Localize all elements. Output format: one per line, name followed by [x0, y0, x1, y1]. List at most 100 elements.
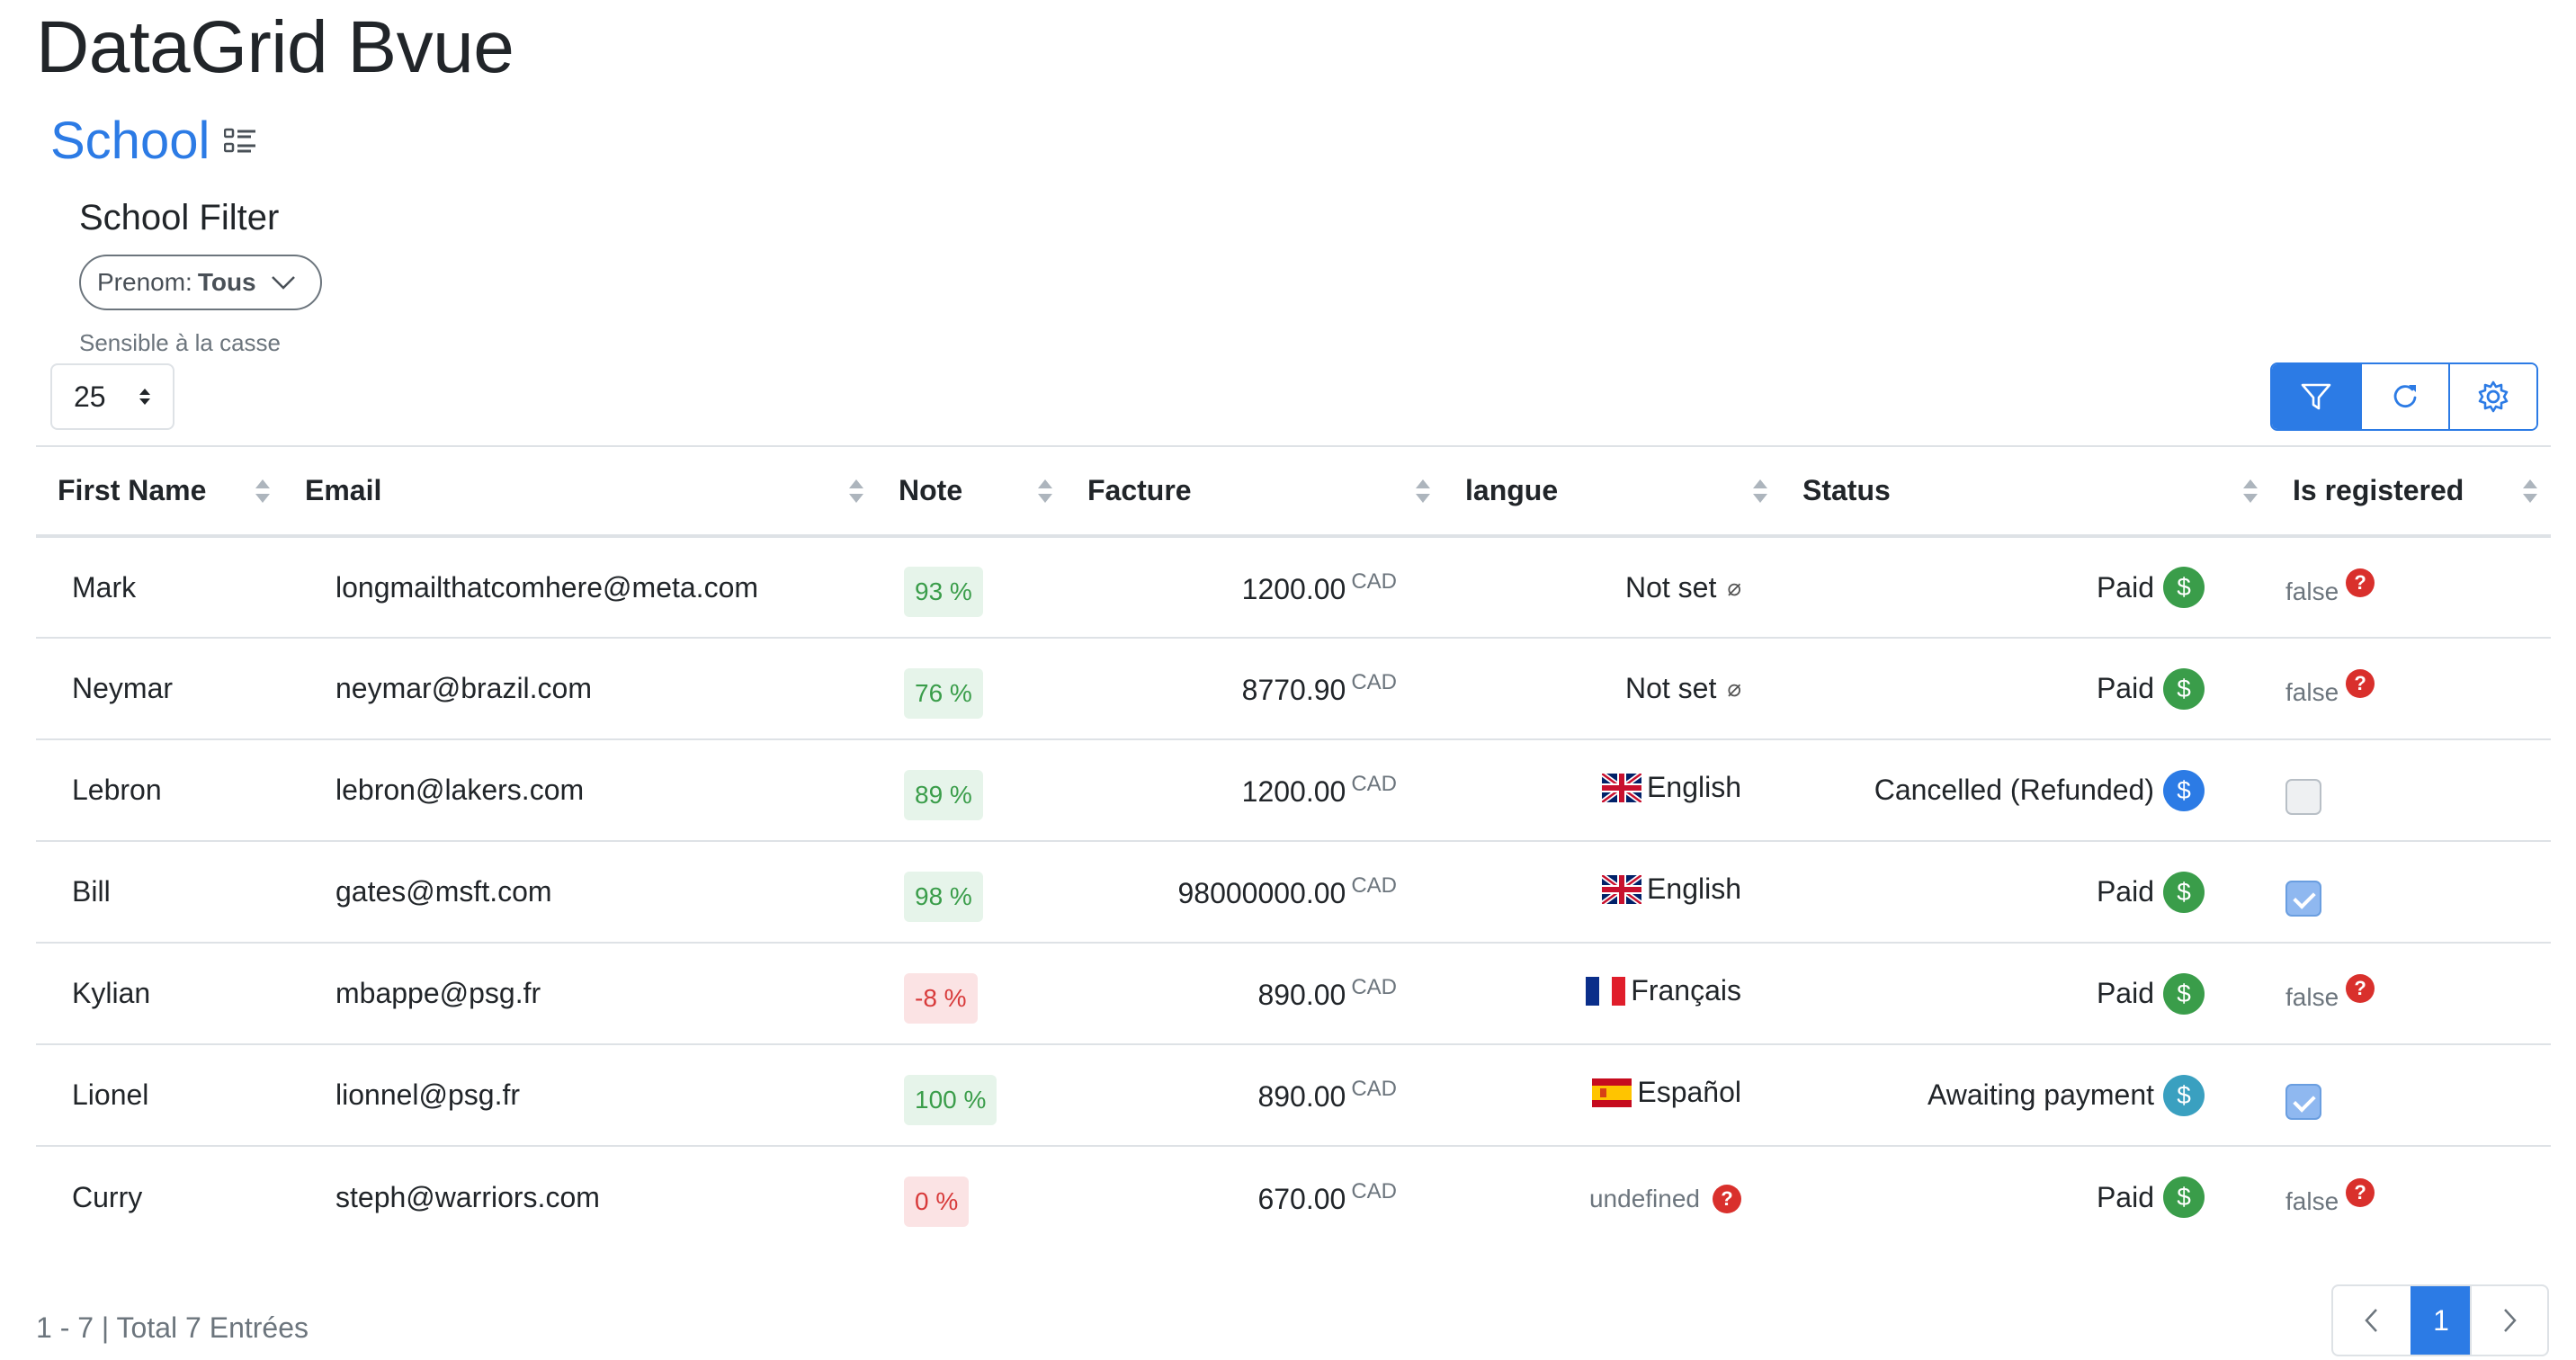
question-icon[interactable]: ?	[2346, 1177, 2375, 1207]
table-row[interactable]: Lebron lebron@lakers.com 89 % 1200.00 CAD Eng…	[36, 739, 2551, 841]
language-label: Not set	[1624, 570, 1717, 604]
status-value: Paid $	[2097, 1177, 2205, 1218]
language-value: English	[1602, 872, 1741, 906]
note-badge: 0 %	[904, 1177, 970, 1227]
question-icon[interactable]: ?	[2346, 568, 2375, 597]
cell-note: 89 %	[877, 739, 1066, 841]
cell-facture: 1200.00 CAD	[1066, 739, 1444, 841]
table-row[interactable]: Kylian mbappe@psg.fr -8 % 890.00 CAD Français…	[36, 943, 2551, 1044]
facture-amount: 1200.00	[1241, 775, 1346, 808]
list-check-icon[interactable]	[224, 127, 256, 156]
prenom-filter-dropdown[interactable]: Prenom: Tous	[79, 255, 322, 310]
settings-button[interactable]	[2448, 364, 2536, 429]
filter-button[interactable]	[2272, 364, 2360, 429]
cell-facture: 8770.90 CAD	[1066, 638, 1444, 739]
registered-checkbox[interactable]	[2285, 880, 2321, 917]
col-first-name[interactable]: First Name	[36, 446, 283, 536]
empty-set-icon: ⌀	[1727, 675, 1741, 702]
cell-email: mbappe@psg.fr	[335, 977, 541, 1009]
col-facture[interactable]: Facture	[1066, 446, 1444, 536]
language-label: English	[1647, 771, 1741, 804]
header-label: Email	[305, 474, 382, 506]
registered-checkbox[interactable]	[2285, 778, 2321, 815]
col-status[interactable]: Status	[1781, 446, 2271, 536]
page-button-current[interactable]: 1	[2411, 1286, 2470, 1355]
status-label: Awaiting payment	[1928, 1078, 2154, 1111]
refresh-button[interactable]	[2360, 364, 2448, 429]
spain-flag-icon	[1592, 1078, 1632, 1107]
pagination: 1	[2331, 1284, 2549, 1356]
note-badge: 93 %	[904, 567, 983, 617]
note-badge: 76 %	[904, 667, 983, 719]
dollar-icon: $	[2163, 972, 2205, 1015]
dollar-icon: $	[2163, 567, 2205, 608]
col-langue[interactable]: langue	[1444, 446, 1781, 536]
cell-email: lebron@lakers.com	[335, 774, 585, 806]
school-heading: School	[50, 115, 256, 167]
col-email[interactable]: Email	[283, 446, 877, 536]
sort-icon	[849, 479, 863, 503]
cell-langue: Français	[1444, 943, 1781, 1044]
cell-status: Paid $	[1781, 943, 2271, 1044]
question-icon[interactable]: ?	[1713, 1184, 1741, 1213]
pagination-info: 1 - 7 | Total 7 Entrées	[36, 1311, 309, 1344]
status-value: Paid $	[2097, 871, 2205, 913]
language-label: undefined	[1588, 1184, 1700, 1212]
cell-facture: 1200.00 CAD	[1066, 536, 1444, 638]
currency-label: CAD	[1351, 772, 1397, 796]
registered-checkbox[interactable]	[2285, 1083, 2321, 1120]
prev-page-button[interactable]	[2333, 1286, 2411, 1355]
status-label: Paid	[2096, 672, 2154, 704]
table-row[interactable]: Curry steph@warriors.com 0 % 670.00 CAD undef…	[36, 1146, 2551, 1248]
sort-icon	[255, 479, 270, 503]
language-label: Not set	[1624, 672, 1717, 704]
header-label: Status	[1802, 474, 1891, 506]
table-row[interactable]: Mark longmailthatcomhere@meta.com 93 % 1200…	[36, 536, 2551, 638]
filter-field-value: Tous	[197, 268, 256, 296]
table-row[interactable]: Bill gates@msft.com 98 % 98000000.00 CAD Engl…	[36, 841, 2551, 943]
cell-status: Paid $	[1781, 536, 2271, 638]
currency-label: CAD	[1351, 670, 1397, 694]
filter-title: School Filter	[79, 198, 280, 237]
france-flag-icon	[1586, 976, 1626, 1006]
col-note[interactable]: Note	[877, 446, 1066, 536]
header-label: langue	[1465, 474, 1559, 506]
per-page-select[interactable]: 25	[50, 363, 174, 430]
dollar-icon: $	[2163, 871, 2205, 913]
status-label: Cancelled (Refunded)	[1874, 774, 2154, 806]
registered-value: false	[2285, 983, 2339, 1011]
cell-first-name: Lebron	[72, 774, 162, 806]
language-label: Español	[1637, 1076, 1741, 1109]
col-is-registered[interactable]: Is registered	[2271, 446, 2551, 536]
cell-is-registered: false?	[2271, 1146, 2551, 1248]
currency-label: CAD	[1351, 975, 1397, 999]
language-label: English	[1647, 872, 1741, 906]
facture-amount: 890.00	[1257, 979, 1346, 1011]
header-row: First Name Email Note Facture langue Sta…	[36, 446, 2551, 536]
cell-email: gates@msft.com	[335, 875, 552, 908]
chevron-right-icon	[2504, 1309, 2517, 1332]
table-row[interactable]: Neymar neymar@brazil.com 76 % 8770.90 CAD Not…	[36, 638, 2551, 739]
case-sensitive-hint: Sensible à la casse	[79, 329, 282, 356]
sort-icon	[1753, 479, 1767, 503]
language-value: Not set ⌀	[1625, 571, 1741, 604]
question-icon[interactable]: ?	[2346, 669, 2375, 698]
gear-icon	[2478, 380, 2509, 413]
sort-icon	[1416, 479, 1430, 503]
next-page-button[interactable]	[2470, 1286, 2547, 1355]
table-row[interactable]: Lionel lionnel@psg.fr 100 % 890.00 CAD Españo…	[36, 1044, 2551, 1146]
registered-value: false	[2285, 1186, 2339, 1215]
facture-amount: 670.00	[1257, 1182, 1346, 1215]
uk-flag-icon	[1602, 773, 1642, 802]
question-icon[interactable]: ?	[2346, 974, 2375, 1003]
cell-langue: Español	[1444, 1044, 1781, 1146]
filter-icon	[2301, 383, 2331, 410]
chevron-left-icon	[2365, 1309, 2377, 1332]
cell-status: Cancelled (Refunded) $	[1781, 739, 2271, 841]
dollar-icon: $	[2163, 667, 2205, 710]
facture-amount: 1200.00	[1241, 572, 1346, 605]
registered-value: false	[2285, 577, 2339, 605]
cell-facture: 670.00 CAD	[1066, 1146, 1444, 1248]
currency-label: CAD	[1351, 1077, 1397, 1101]
registered-value: false	[2285, 678, 2339, 706]
